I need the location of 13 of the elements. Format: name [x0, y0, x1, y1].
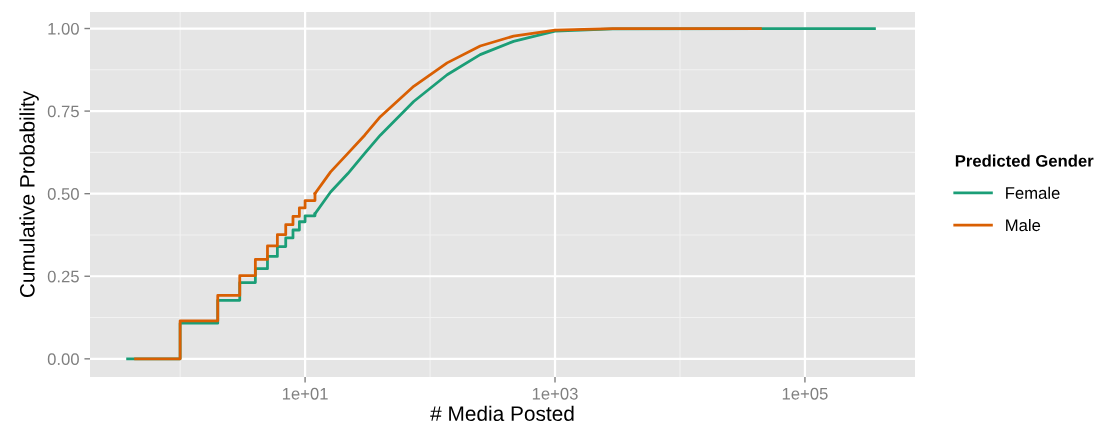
x-tick-label: 1e+01: [282, 387, 328, 400]
legend-label: Female: [1006, 186, 1060, 199]
legend-title: Predicted Gender: [955, 154, 1094, 167]
y-tick-label: 0.25: [47, 270, 79, 283]
y-tick-label: 0.50: [47, 188, 79, 200]
x-tick-label: 1e+03: [532, 387, 578, 400]
x-tick-label: 1e+05: [782, 387, 828, 400]
y-tick-label: 0.75: [47, 105, 79, 118]
y-tick-label: 0.00: [47, 353, 79, 366]
y-tick-label: 1.00: [48, 22, 79, 35]
y-axis-title: Cumulative Probability: [19, 90, 39, 298]
x-axis-title: # Media Posted: [430, 405, 574, 422]
legend-label: Male: [1006, 218, 1041, 232]
